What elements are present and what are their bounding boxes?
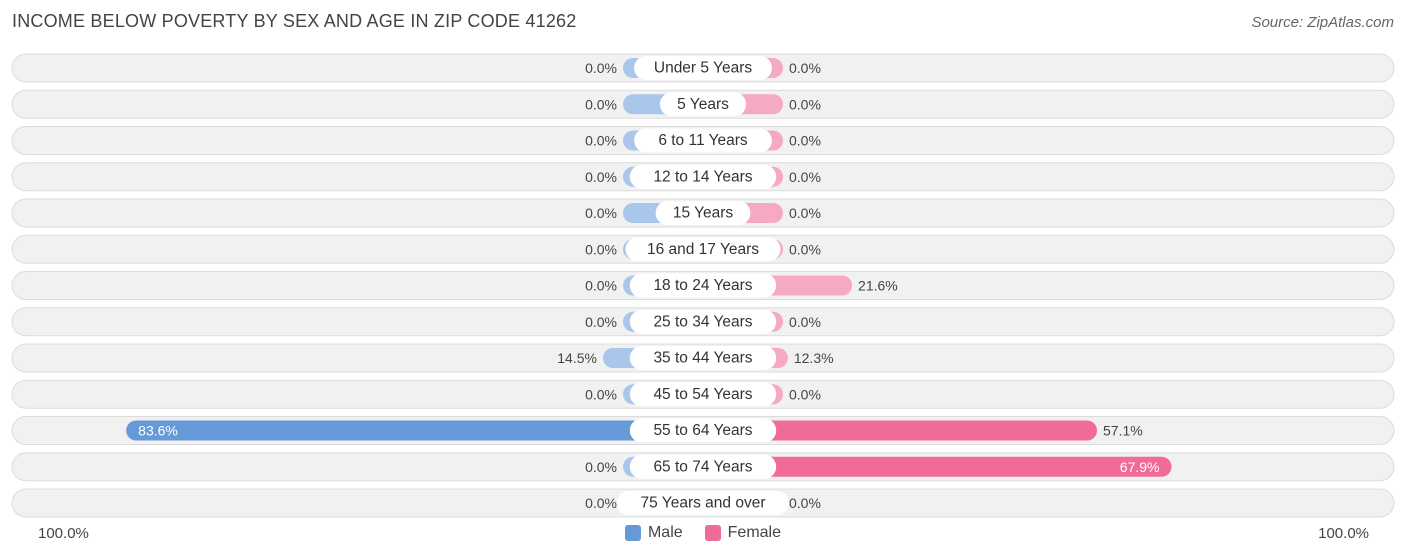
category-pill [659, 92, 747, 117]
category-label: 65 to 74 Years [653, 458, 752, 475]
value-label-male: 0.0% [585, 241, 617, 257]
value-label-female: 0.0% [789, 205, 821, 221]
value-label-male: 0.0% [585, 96, 617, 112]
value-label-female: 0.0% [789, 495, 821, 511]
axis-right-label: 100.0% [1318, 525, 1369, 542]
bar-female [703, 456, 1172, 477]
bar-female [703, 420, 1097, 441]
value-label-female: 0.0% [789, 314, 821, 330]
value-label-female: 57.1% [1103, 423, 1143, 439]
value-label-male: 0.0% [585, 459, 617, 475]
axis-left-label: 100.0% [38, 525, 89, 542]
value-label-female: 67.9% [1120, 459, 1160, 475]
value-label-female: 0.0% [789, 133, 821, 149]
category-label: 35 to 44 Years [653, 350, 752, 367]
category-pill [629, 382, 777, 407]
category-label: 5 Years [677, 96, 729, 113]
value-label-female: 0.0% [789, 96, 821, 112]
value-label-female: 0.0% [789, 169, 821, 185]
source-credit: Source: ZipAtlas.com [1251, 14, 1394, 31]
category-pill [629, 273, 777, 298]
legend-item-female: Female [704, 524, 782, 542]
value-label-female: 0.0% [789, 241, 821, 257]
value-label-female: 0.0% [789, 386, 821, 402]
bar-male [126, 420, 703, 441]
category-pill [629, 309, 777, 334]
value-label-male: 0.0% [585, 133, 617, 149]
legend-swatch-male [624, 525, 641, 541]
value-label-female: 21.6% [858, 278, 898, 294]
category-label: 25 to 34 Years [653, 313, 752, 330]
category-label: 75 Years and over [641, 495, 766, 512]
category-pill [629, 164, 777, 189]
category-label: 15 Years [673, 205, 734, 222]
category-label: 18 to 24 Years [653, 277, 752, 294]
category-label: 6 to 11 Years [658, 132, 748, 149]
category-pill [655, 201, 751, 225]
value-label-male: 0.0% [585, 278, 617, 294]
value-label-male: 0.0% [585, 60, 617, 76]
legend-swatch-female [704, 525, 721, 541]
legend-label-female: Female [727, 524, 782, 541]
legend-label-male: Male [647, 524, 683, 541]
value-label-male: 0.0% [585, 205, 617, 221]
category-pill [629, 418, 777, 443]
value-label-male: 83.6% [138, 423, 178, 439]
value-label-male: 0.0% [585, 386, 617, 402]
category-label: 45 to 54 Years [653, 386, 752, 403]
category-pill [634, 128, 772, 153]
category-pill [629, 454, 777, 479]
value-label-male: 0.0% [585, 495, 617, 511]
category-label: 16 and 17 Years [647, 241, 759, 258]
category-label: 12 to 14 Years [653, 168, 752, 185]
category-label: Under 5 Years [654, 60, 752, 77]
value-label-male: 0.0% [585, 169, 617, 185]
chart-title: INCOME BELOW POVERTY BY SEX AND AGE IN Z… [12, 11, 577, 31]
value-label-female: 0.0% [789, 60, 821, 76]
value-label-female: 12.3% [794, 350, 834, 366]
value-label-male: 14.5% [557, 350, 597, 366]
category-pill [616, 491, 790, 515]
chart: 0.0% 0.0% Under 5 Years 0.0% 0.0% 5 Years 0.0%… [11, 53, 1395, 518]
value-label-male: 0.0% [585, 314, 617, 330]
legend: Male Female [0, 524, 1406, 542]
category-label: 55 to 64 Years [653, 422, 752, 439]
category-pill [634, 56, 772, 80]
category-pill [625, 237, 781, 262]
legend-item-male: Male [624, 524, 683, 542]
category-pill [629, 346, 777, 370]
